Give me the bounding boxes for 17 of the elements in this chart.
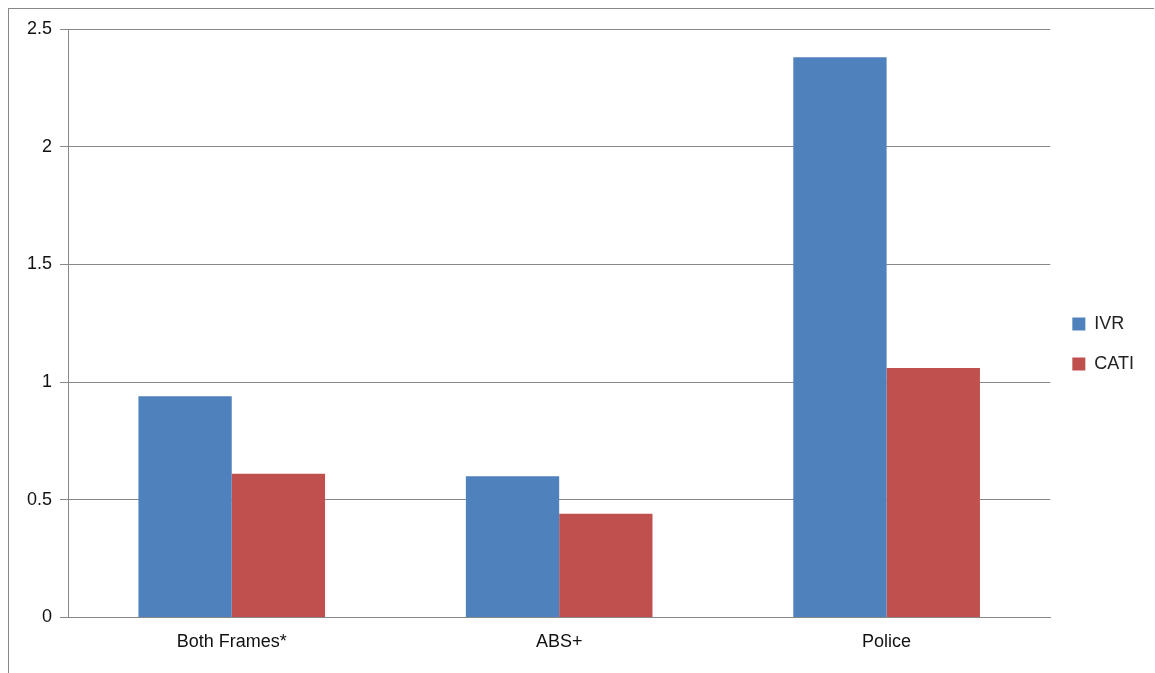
- bar: [793, 57, 887, 617]
- y-tick-label: 0: [42, 606, 53, 627]
- legend-label: IVR: [1094, 312, 1125, 333]
- y-tick-label: 1: [42, 371, 53, 392]
- bar: [231, 473, 326, 617]
- bar: [886, 367, 980, 617]
- x-tick-label: ABS+: [535, 631, 583, 652]
- y-tick-label: 2.5: [26, 17, 53, 38]
- y-tick-label: 0.5: [26, 488, 53, 509]
- bar: [559, 513, 653, 617]
- bar: [465, 476, 560, 617]
- y-tick-label: 2: [42, 135, 53, 156]
- legend-label: CATI: [1094, 352, 1135, 373]
- x-tick-label: Both Frames*: [176, 631, 287, 652]
- x-tick-label: Police: [862, 631, 912, 652]
- bar: [138, 396, 232, 617]
- y-tick-label: 1.5: [26, 253, 53, 274]
